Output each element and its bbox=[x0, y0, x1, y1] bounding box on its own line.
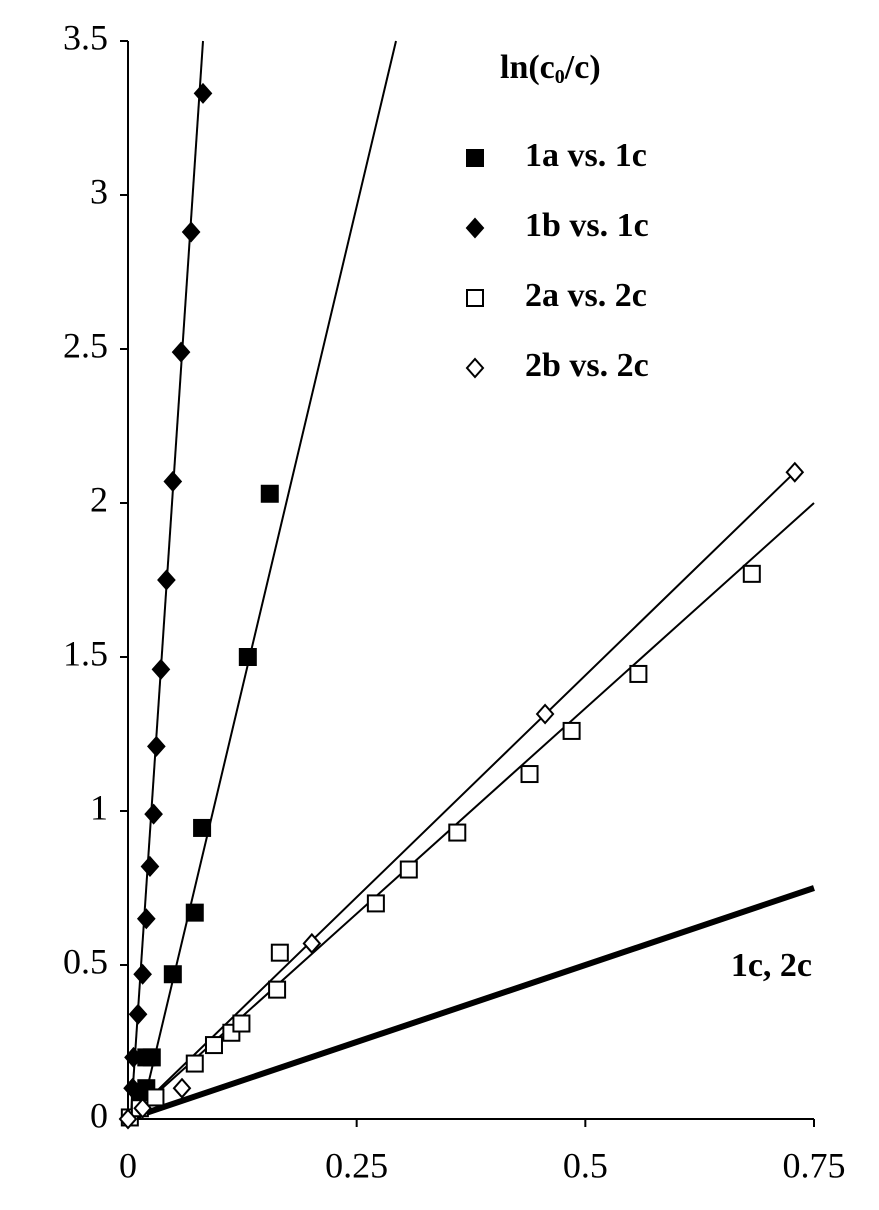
point bbox=[399, 860, 418, 879]
point bbox=[268, 980, 287, 999]
point bbox=[302, 932, 322, 954]
point bbox=[535, 703, 555, 725]
point bbox=[163, 965, 182, 984]
y-tick-label: 3.5 bbox=[63, 17, 108, 57]
fit-line bbox=[127, 471, 796, 1120]
point bbox=[562, 721, 581, 740]
point bbox=[238, 648, 257, 666]
legend-label: 2b vs. 2c bbox=[525, 347, 649, 384]
y-tick-label: 0.5 bbox=[63, 941, 108, 981]
x-tick-label: 0.5 bbox=[563, 1145, 608, 1185]
point bbox=[742, 564, 761, 583]
y-tick-label: 3 bbox=[90, 171, 108, 211]
y-tick-label: 0 bbox=[90, 1095, 108, 1135]
point bbox=[146, 1088, 165, 1107]
y-tick-label: 2 bbox=[90, 479, 108, 519]
legend-marker bbox=[465, 217, 485, 239]
x-tick-label: 0.75 bbox=[783, 1145, 846, 1185]
annotation: 1c, 2c bbox=[731, 947, 812, 984]
point bbox=[123, 1077, 142, 1099]
point bbox=[128, 1003, 148, 1025]
y-tick-label: 1 bbox=[90, 787, 108, 827]
legend-title-subscript: 0 bbox=[555, 66, 565, 88]
point bbox=[181, 221, 201, 243]
x-tick-label: 0.25 bbox=[325, 1145, 388, 1185]
point bbox=[142, 1048, 161, 1067]
point bbox=[118, 1108, 138, 1130]
point bbox=[232, 1014, 251, 1033]
legend-marker bbox=[466, 149, 484, 167]
y-tick-label: 2.5 bbox=[63, 325, 108, 365]
point bbox=[157, 569, 176, 591]
point bbox=[785, 461, 805, 483]
point bbox=[136, 908, 156, 930]
legend-title-suffix: /c) bbox=[564, 49, 601, 86]
point bbox=[144, 803, 163, 825]
x-tick-label: 0 bbox=[119, 1145, 137, 1185]
legend-label: 1a vs. 1c bbox=[525, 137, 647, 174]
point bbox=[133, 1097, 152, 1119]
legend-marker bbox=[465, 357, 485, 379]
legend-title: ln(c0/c) bbox=[500, 49, 601, 88]
point bbox=[147, 735, 166, 757]
point bbox=[133, 963, 152, 985]
point bbox=[260, 484, 279, 503]
point bbox=[172, 1077, 192, 1099]
fit-line bbox=[127, 885, 815, 1122]
point bbox=[185, 1054, 204, 1073]
point bbox=[448, 823, 467, 842]
legend-title-text: ln(c bbox=[500, 49, 555, 86]
y-tick-label: 1.5 bbox=[63, 633, 108, 673]
point bbox=[124, 1046, 143, 1068]
point bbox=[520, 765, 539, 784]
point bbox=[163, 470, 183, 492]
point bbox=[193, 82, 213, 104]
point bbox=[366, 894, 385, 913]
legend-marker bbox=[466, 289, 484, 307]
point bbox=[185, 903, 204, 922]
point bbox=[270, 943, 289, 962]
legend-label: 2a vs. 2c bbox=[525, 277, 647, 314]
point bbox=[151, 658, 171, 680]
point bbox=[171, 341, 191, 363]
fit-line bbox=[138, 40, 397, 1120]
point bbox=[629, 664, 648, 683]
point bbox=[140, 855, 160, 877]
point bbox=[193, 818, 212, 837]
point bbox=[204, 1036, 223, 1055]
legend-label: 1b vs. 1c bbox=[525, 207, 649, 244]
